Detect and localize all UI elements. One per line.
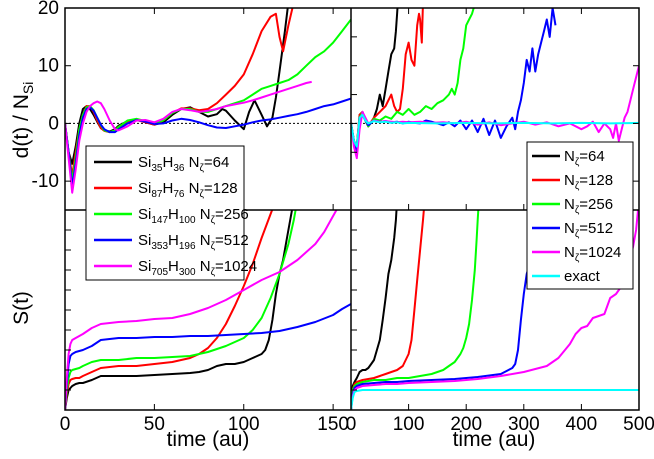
y-tick-label: 10: [38, 56, 59, 77]
x-tick-label: 100: [393, 414, 425, 435]
series-line-bottom-right-5: [351, 389, 639, 410]
x-tick-label: 100: [228, 414, 260, 435]
legend-right: Nζ=64 Nζ=128 Nζ=256 Nζ=512 Nζ=1024 exact: [526, 141, 634, 290]
y-axis-label-top-sub: Si: [20, 82, 36, 94]
legend-right-label: Nζ=1024: [564, 244, 621, 264]
legend-left-label: Si87H76 Nζ=128: [138, 180, 238, 200]
x-tick-label: 300: [508, 414, 540, 435]
x-tick-label: 500: [623, 414, 654, 435]
series-line-top-left-0: [65, 8, 289, 165]
x-tick-label: 0: [60, 414, 71, 435]
legend-left: Si35H36 Nζ=64 Si87H76 Nζ=128 Si147H100 Nζ=…: [85, 145, 257, 281]
series-line-bottom-left-2: [65, 210, 297, 410]
legend-right-label: Nζ=512: [564, 220, 613, 240]
x-axis-label-left: time (au): [167, 428, 250, 451]
series-line-bottom-right-1: [351, 210, 425, 410]
series-line-bottom-right-2: [351, 210, 480, 410]
legend-left-label: Si353H196 Nζ=512: [138, 232, 249, 252]
x-tick-label: 0: [346, 414, 357, 435]
legend-right-label: Nζ=64: [564, 148, 605, 168]
y-tick-label: 0: [48, 113, 59, 134]
x-tick-label: 50: [144, 414, 165, 435]
y-axis-label-top: d(t) / NSi: [10, 82, 36, 159]
series-line-bottom-left-4: [65, 210, 338, 410]
series-line-bottom-right-0: [351, 210, 398, 410]
series-line-top-right-3: [351, 8, 557, 154]
x-tick-label: 400: [566, 414, 598, 435]
series-line-bottom-right-3: [351, 210, 540, 410]
series-line-bottom-left-3: [65, 303, 351, 410]
y-axis-label-bottom: S(t): [10, 291, 33, 325]
x-axis-label-right: time (au): [453, 428, 536, 451]
legend-right-label: Nζ=128: [564, 172, 613, 192]
series-line-top-right-2: [351, 8, 475, 154]
x-tick-label: 200: [450, 414, 482, 435]
y-tick-label: -10: [32, 171, 59, 192]
legend-right-label: Nζ=256: [564, 196, 613, 216]
legend-left-label: Si705H300 Nζ=1024: [138, 258, 257, 278]
legend-right-label: exact: [564, 268, 601, 285]
legend-left-label: Si147H100 Nζ=256: [138, 206, 249, 226]
series-line-top-right-5: [351, 113, 639, 148]
y-tick-label: 20: [38, 0, 59, 19]
x-tick-label: 150: [317, 414, 349, 435]
series-line-bottom-left-0: [65, 210, 294, 410]
series-line-top-left-4: [65, 80, 312, 194]
series-line-bottom-left-1: [65, 210, 274, 410]
y-axis-label-top-main: d(t) / N: [10, 94, 33, 158]
legend-left-label: Si35H36 Nζ=64: [138, 154, 229, 174]
